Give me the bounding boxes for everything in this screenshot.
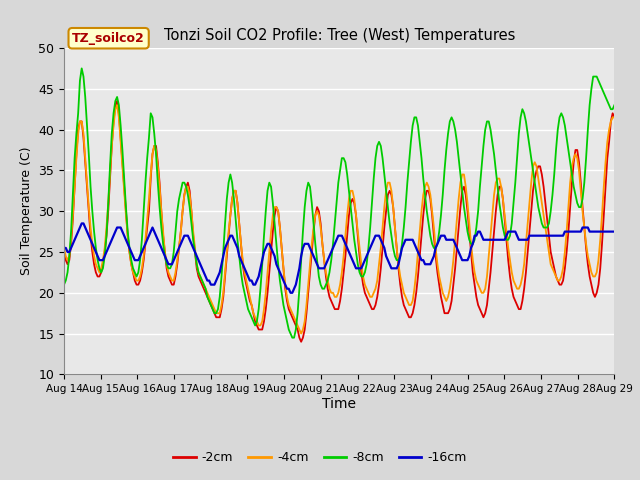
-8cm xyxy=(92,245,100,251)
-8cm xyxy=(196,274,204,279)
Line: -4cm: -4cm xyxy=(64,105,614,334)
-16cm xyxy=(411,241,419,247)
Line: -8cm: -8cm xyxy=(64,68,614,338)
-2cm xyxy=(90,261,98,267)
-8cm xyxy=(411,115,419,120)
-8cm xyxy=(289,335,296,341)
-2cm xyxy=(298,339,305,345)
-16cm xyxy=(60,245,68,251)
-8cm xyxy=(611,102,618,108)
-2cm xyxy=(361,290,369,296)
Y-axis label: Soil Temperature (C): Soil Temperature (C) xyxy=(20,147,33,276)
-2cm xyxy=(113,98,121,104)
-16cm xyxy=(195,257,202,263)
-2cm xyxy=(611,115,618,120)
-8cm xyxy=(60,282,68,288)
-2cm xyxy=(60,249,68,255)
-2cm xyxy=(273,204,280,210)
-4cm xyxy=(611,115,618,120)
-4cm xyxy=(411,286,419,291)
Title: Tonzi Soil CO2 Profile: Tree (West) Temperatures: Tonzi Soil CO2 Profile: Tree (West) Temp… xyxy=(163,28,515,43)
-8cm xyxy=(78,65,86,71)
-8cm xyxy=(195,270,202,276)
-16cm xyxy=(361,257,369,263)
-16cm xyxy=(287,290,294,296)
-16cm xyxy=(78,221,86,227)
-16cm xyxy=(273,261,280,267)
-8cm xyxy=(361,270,369,276)
-4cm xyxy=(90,253,98,259)
-16cm xyxy=(196,261,204,267)
-4cm xyxy=(196,274,204,279)
-8cm xyxy=(273,241,280,247)
-4cm xyxy=(298,331,305,336)
Line: -2cm: -2cm xyxy=(64,101,614,342)
X-axis label: Time: Time xyxy=(322,397,356,411)
-4cm xyxy=(273,204,280,210)
-2cm xyxy=(195,274,202,279)
-4cm xyxy=(361,282,369,288)
-4cm xyxy=(113,102,121,108)
-4cm xyxy=(195,270,202,276)
-16cm xyxy=(611,229,618,235)
-16cm xyxy=(92,249,100,255)
Text: TZ_soilco2: TZ_soilco2 xyxy=(72,32,145,45)
Line: -16cm: -16cm xyxy=(64,224,614,293)
Legend: -2cm, -4cm, -8cm, -16cm: -2cm, -4cm, -8cm, -16cm xyxy=(168,446,472,469)
-4cm xyxy=(60,245,68,251)
-2cm xyxy=(196,277,204,283)
-2cm xyxy=(411,302,419,308)
